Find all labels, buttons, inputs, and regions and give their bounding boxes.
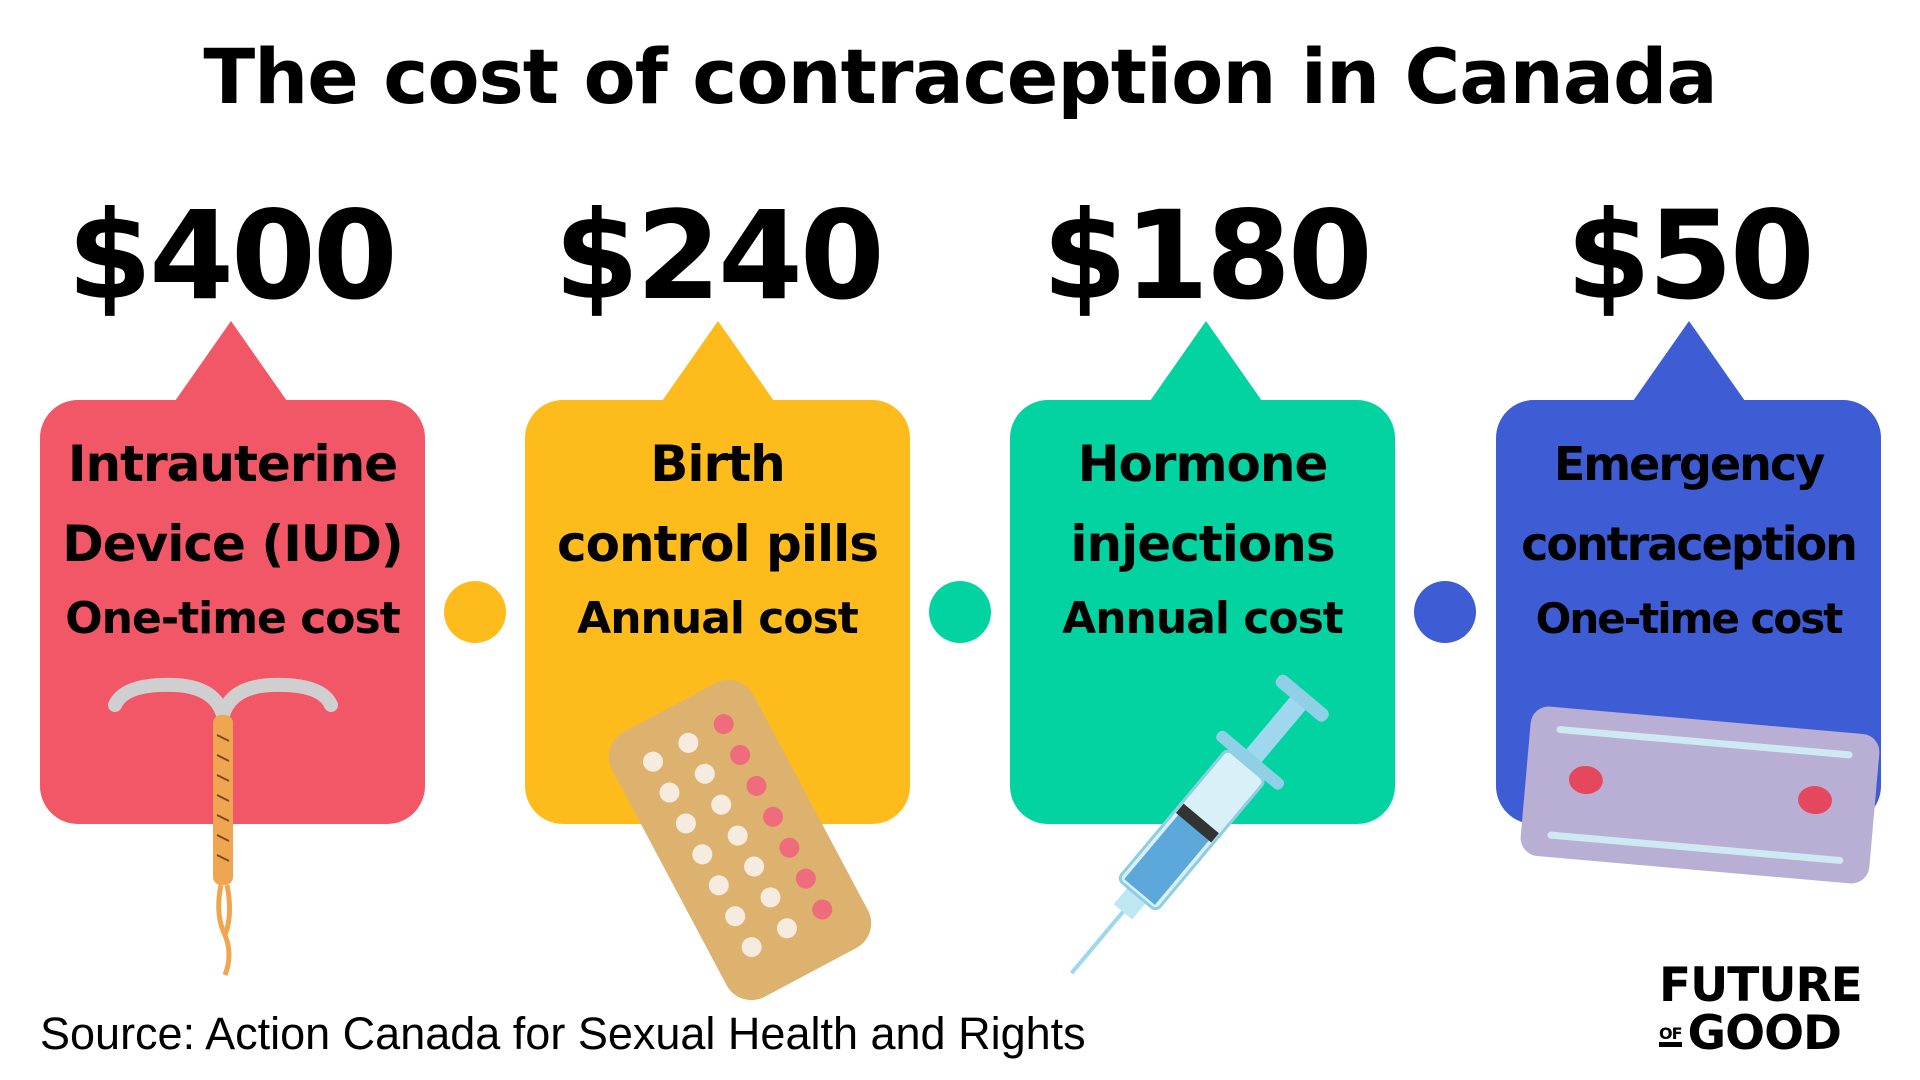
page-title: The cost of contraception in Canada [203,32,1717,121]
emergency-pill-icon [1520,706,1880,884]
connector-dot [929,581,991,643]
logo-line1: FUTURE [1659,958,1863,1013]
connector-dot [444,581,506,643]
label-line1: Intrauterine [67,435,398,493]
price-iud: $400 [67,185,398,327]
label-line1: Hormone [1077,435,1329,493]
card-label: Hormone injections Annual cost [1010,424,1395,654]
label-line2: contraception [1521,517,1858,571]
label-line1: Emergency [1553,437,1825,491]
price-emergency: $50 [1566,185,1815,327]
pointer-iud [175,321,287,401]
card-label: Intrauterine Device (IUD) One-time cost [40,424,425,654]
cost-type: One-time cost [1535,594,1844,643]
card-label: Emergency contraception One-time cost [1496,424,1881,654]
label-line2: Device (IUD) [62,515,404,573]
pill-pack-icon [608,679,872,1001]
source-credit: Source: Action Canada for Sexual Health … [40,1008,1086,1059]
connector-dot [1414,581,1476,643]
card-label: Birth control pills Annual cost [525,424,910,654]
price-pills: $240 [554,185,885,327]
logo-of: OF [1659,1026,1683,1047]
syringe-icon [1069,674,1329,975]
pointer-injections [1150,321,1262,401]
cost-type: Annual cost [1062,593,1344,644]
label-line1: Birth [650,435,785,493]
logo-line2: GOOD [1687,1006,1843,1061]
pointer-emergency [1633,321,1745,401]
cost-type: Annual cost [577,593,859,644]
cost-type: One-time cost [65,593,401,644]
iud-icon [108,677,338,976]
label-line2: injections [1070,515,1335,573]
label-line2: control pills [556,515,879,573]
future-of-good-logo: FUTURE OF GOOD [1659,962,1869,1058]
price-injections: $180 [1042,185,1373,327]
card-injections: Hormone injections Annual cost [1010,400,1395,824]
pointer-pills [662,321,774,401]
